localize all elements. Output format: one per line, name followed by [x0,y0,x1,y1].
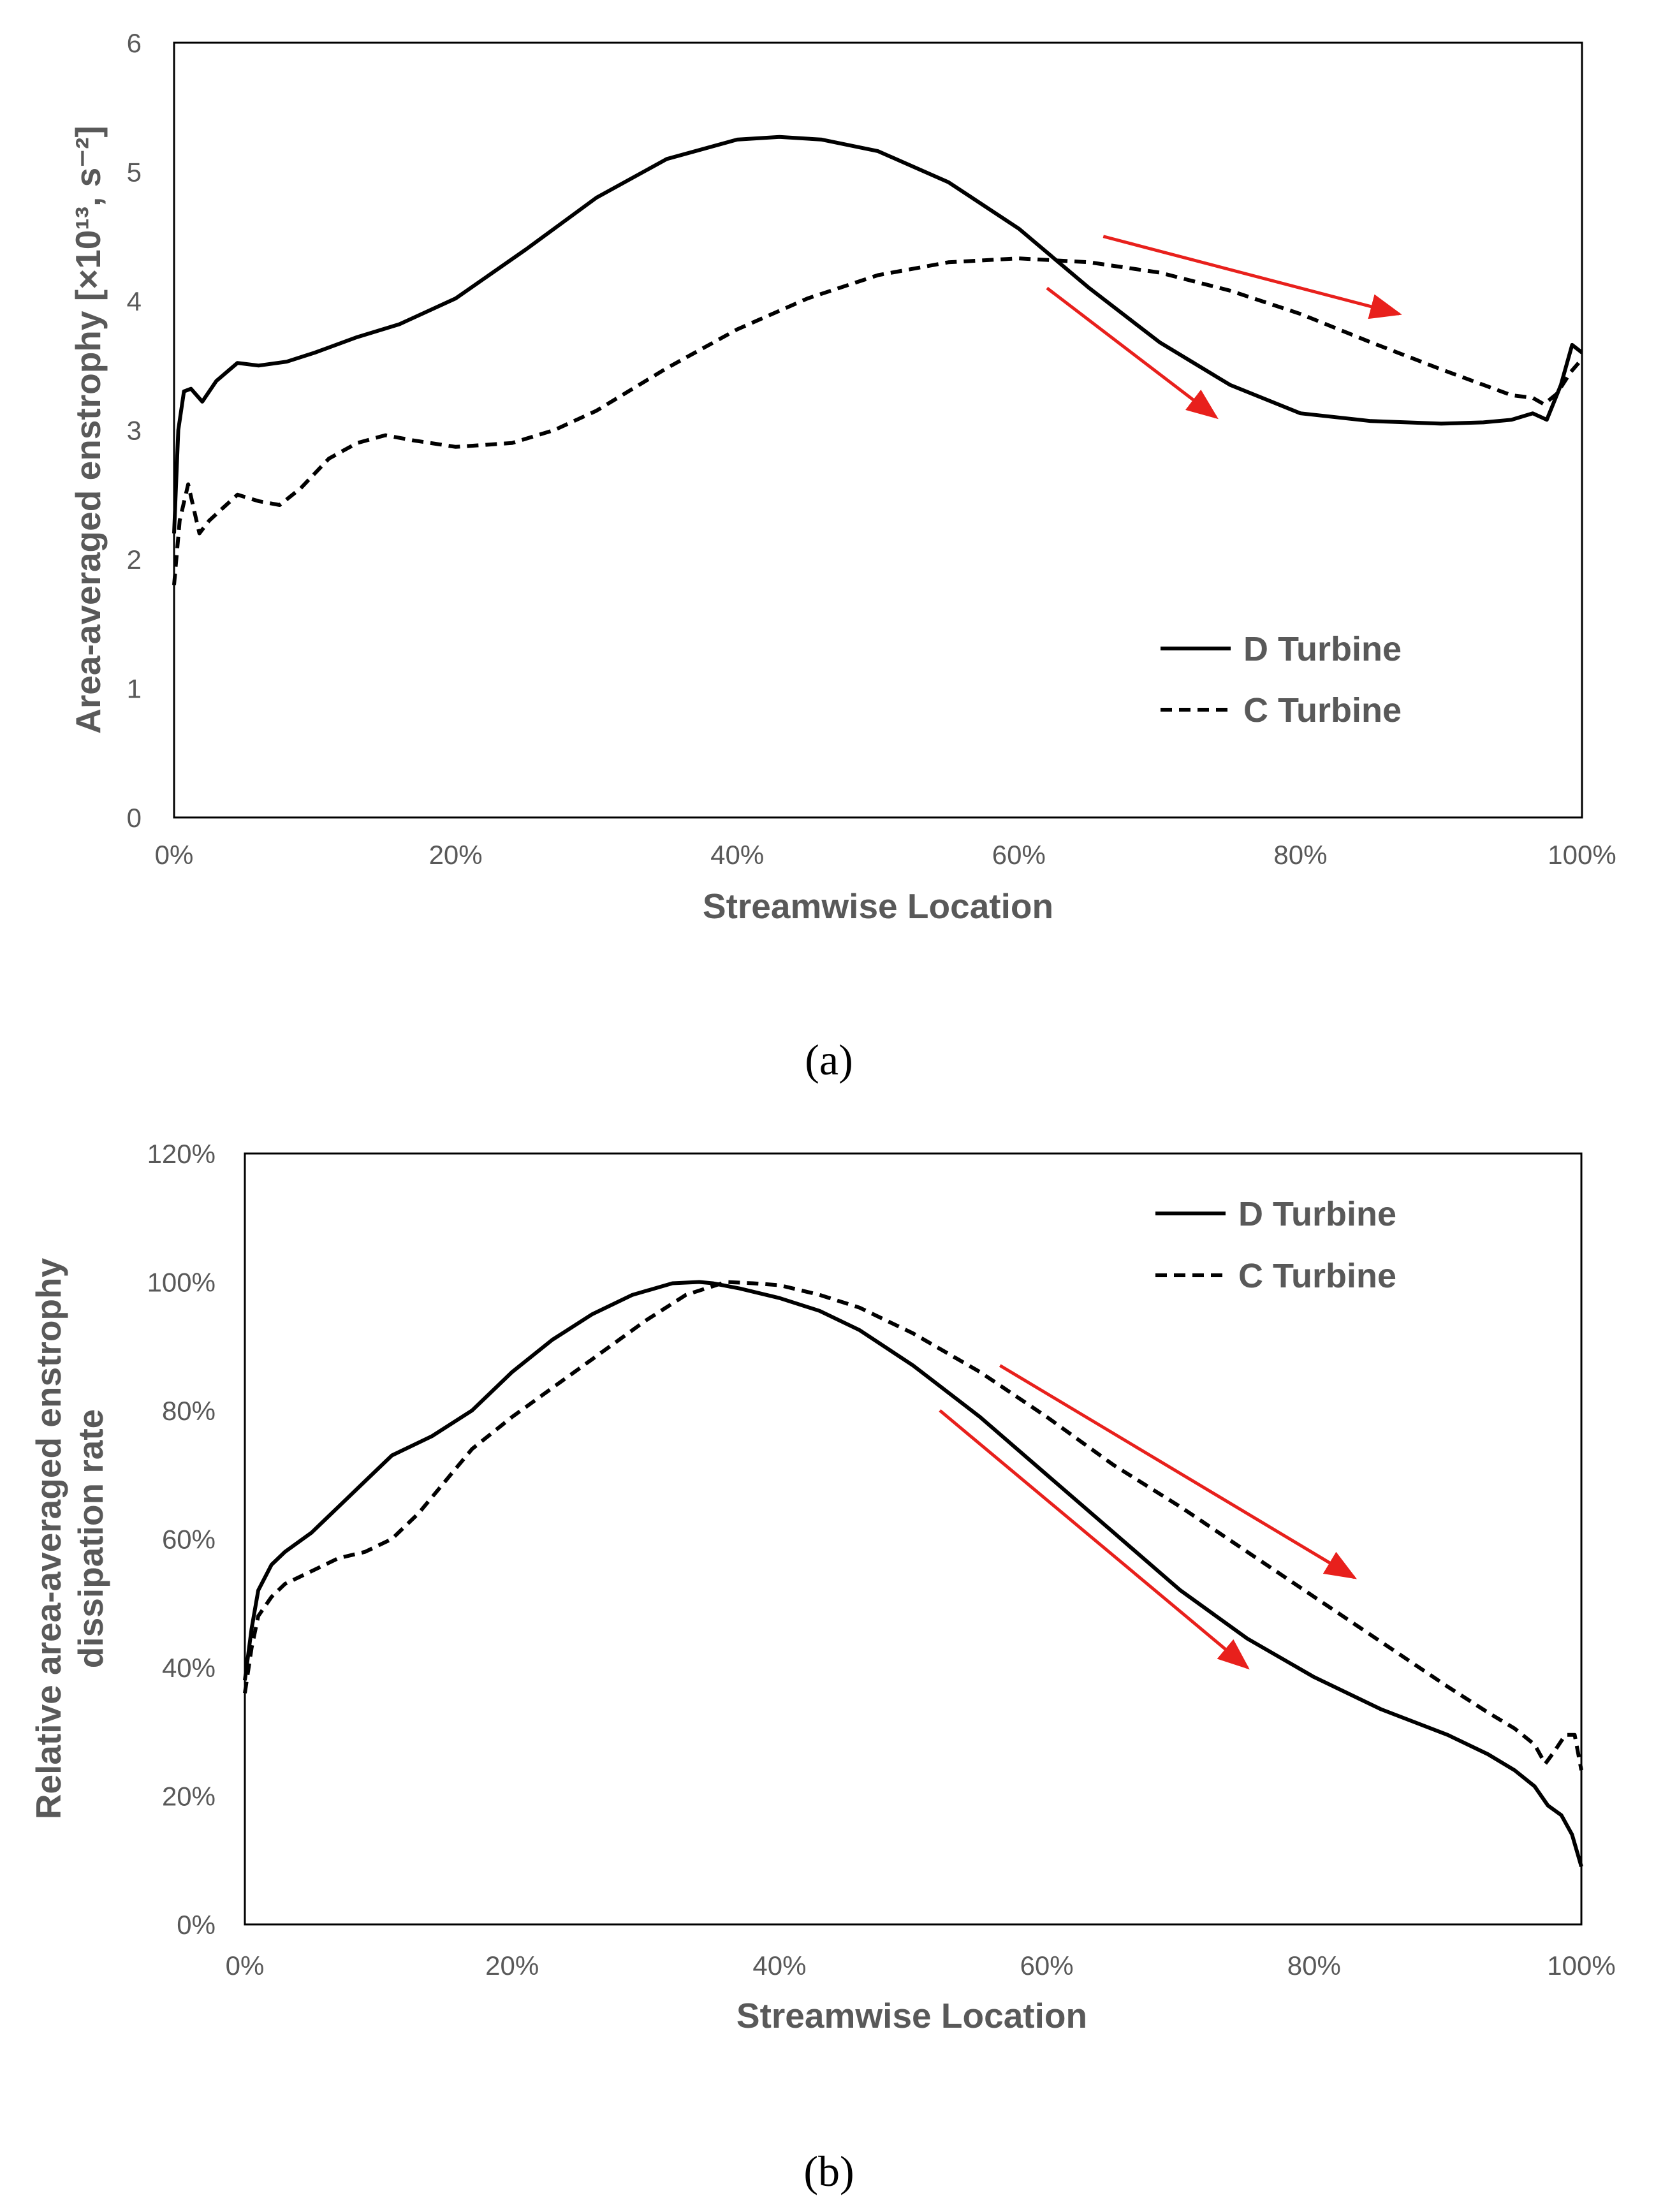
chart-a-y-axis-title: Area-averaged enstrophy [×10¹³, s⁻²] [68,126,108,734]
chart-a-y-tick-label: 6 [127,28,142,58]
chart-a-trend-arrow-2 [1102,235,1402,319]
chart-b-x-tick-label: 20% [485,1951,539,1981]
chart-a-y-tick-label: 2 [127,545,142,575]
chart-b-y-tick-label: 40% [162,1653,216,1683]
chart-b-legend-label-c-turbine: C Turbine [1238,1257,1396,1295]
chart-b-y-tick-label: 0% [177,1910,216,1940]
chart-b-series [243,1280,1583,1868]
chart-a-series-d-turbine [172,135,1583,534]
chart-a-trend-arrow-1 [1046,286,1219,420]
chart-a-legend: D Turbine C Turbine [1161,630,1402,729]
chart-a-y-tick-label: 1 [127,674,142,704]
chart-a-x-tick-label: 100% [1548,840,1616,870]
chart-b-x-tick-label: 60% [1020,1951,1074,1981]
chart-a-x-ticks: 0% 20% 40% 60% 80% 100% [155,840,1616,870]
chart-a-x-tick-label: 80% [1273,840,1327,870]
chart-a-plot-frame [173,41,1583,819]
chart-b-x-axis-title: Streamwise Location [736,1996,1087,2035]
chart-b-x-tick-label: 0% [226,1951,265,1981]
chart-b-y-tick-label: 60% [162,1525,216,1555]
chart-b-arrows [939,1364,1357,1670]
chart-a-x-tick-label: 60% [992,840,1046,870]
chart-a-arrows [1046,235,1402,420]
chart-b-y-tick-label: 120% [147,1139,216,1169]
chart-a-x-tick-label: 40% [710,840,764,870]
chart-b-y-axis-title-line-1: Relative area-averaged enstrophy [29,1257,68,1819]
chart-b-series-d-turbine [243,1280,1583,1868]
chart-a-x-axis-title: Streamwise Location [703,886,1053,926]
chart-b-y-tick-label: 80% [162,1396,216,1426]
chart-b-y-ticks: 0% 20% 40% 60% 80% 100% 120% [147,1139,216,1940]
chart-a-y-tick-label: 3 [127,416,142,446]
chart-b-series-c-turbine [243,1280,1583,1771]
chart-a-legend-label-c-turbine: C Turbine [1243,691,1402,729]
chart-a-series [172,135,1584,585]
chart-a-x-tick-label: 20% [429,840,483,870]
chart-b-x-tick-label: 100% [1547,1951,1615,1981]
chart-b: 0% 20% 40% 60% 80% 100% 120% 0% 20% 40% 60% 80% 100… [29,1139,1616,2195]
chart-b-y-axis-title-line-2: dissipation rate [71,1409,110,1668]
chart-b-y-tick-label: 100% [147,1268,216,1298]
chart-b-trend-arrow-2 [999,1364,1357,1579]
chart-a-panel-label: (a) [805,1036,853,1084]
chart-b-x-tick-label: 40% [752,1951,806,1981]
chart-a-series-c-turbine [172,256,1584,585]
chart-a-y-tick-label: 4 [127,286,142,316]
chart-b-x-tick-label: 80% [1287,1951,1341,1981]
chart-b-legend: D Turbine C Turbine [1155,1195,1396,1295]
chart-a-legend-label-d-turbine: D Turbine [1243,630,1402,668]
chart-a-y-tick-label: 0 [127,803,142,833]
chart-a-x-tick-label: 0% [155,840,194,870]
chart-a: 0 1 2 3 4 5 6 0% 20% 40% 60% 80% 100% Streamwise Lo… [68,28,1616,1084]
chart-a-y-tick-label: 5 [127,157,142,187]
chart-a-y-ticks: 0 1 2 3 4 5 6 [127,28,142,833]
chart-b-legend-label-d-turbine: D Turbine [1238,1195,1396,1233]
chart-b-y-tick-label: 20% [162,1782,216,1812]
chart-b-panel-label: (b) [803,2147,854,2195]
chart-b-x-ticks: 0% 20% 40% 60% 80% 100% [226,1951,1616,1981]
chart-b-y-axis-title: Relative area-averaged enstrophy dissipa… [29,1257,110,1819]
chart-b-plot-frame [244,1152,1583,1926]
chart-b-trend-arrow-1 [939,1409,1250,1670]
